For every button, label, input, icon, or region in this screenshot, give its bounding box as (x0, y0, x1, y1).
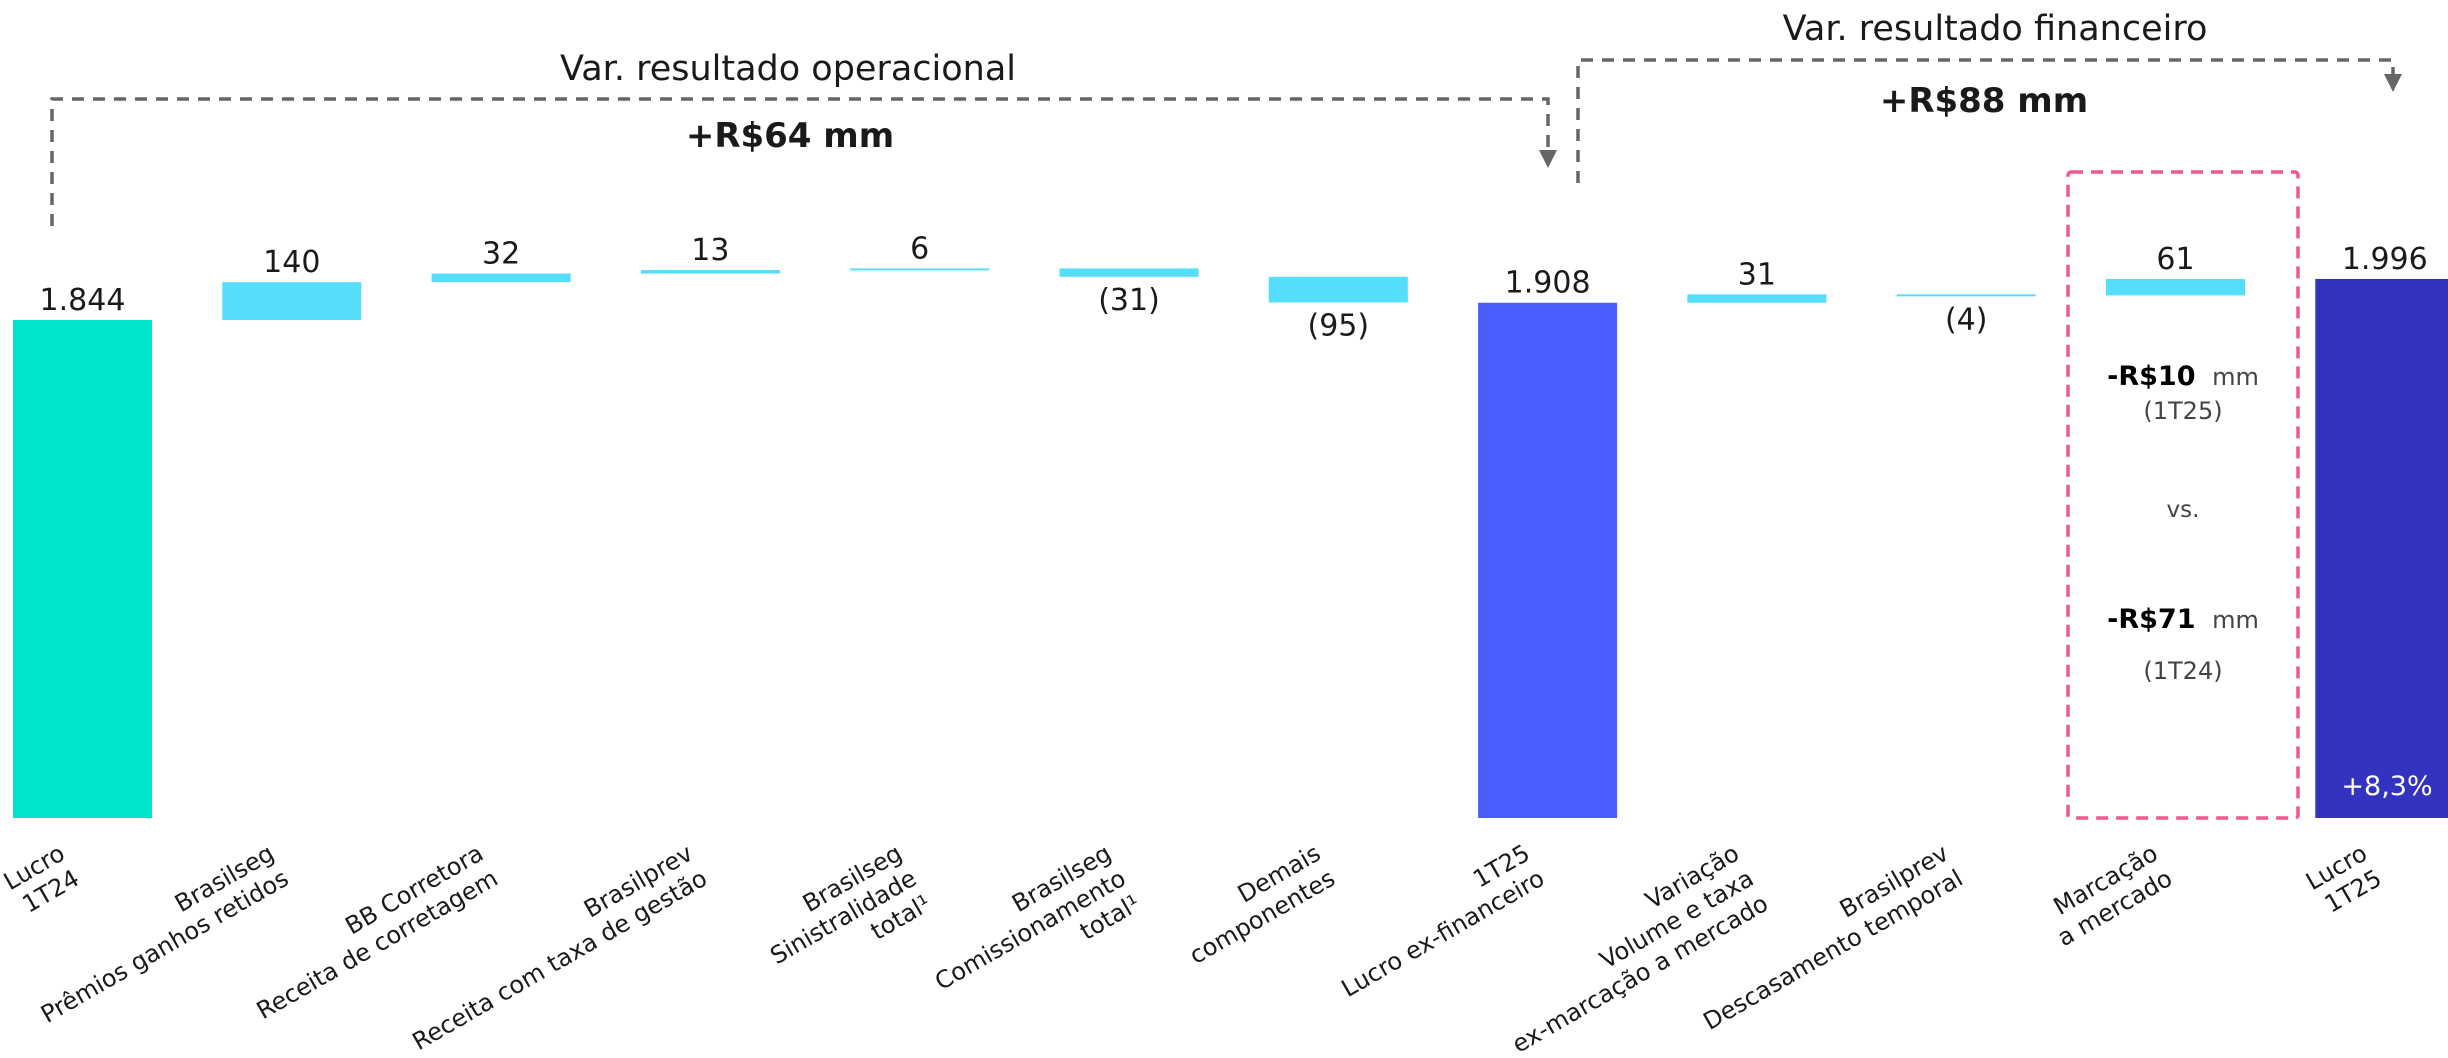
value-label-7: 1.908 (1505, 266, 1591, 301)
value-label-6: (95) (1308, 308, 1370, 343)
bracket-financial-title: Var. resultado financeiro (1783, 9, 2208, 49)
bar-6 (1268, 276, 1408, 303)
mtm-highlight-box (2066, 170, 2300, 820)
value-label-8: 31 (1738, 257, 1776, 292)
category-label-4: BrasilsegSinistralidadetotal¹ (751, 839, 936, 995)
bracket-operational-value: +R$64 mm (686, 116, 894, 156)
category-label-5: BrasilsegComissionamentototal¹ (916, 839, 1145, 1021)
category-label-line: Lucro ex-financeiro (1337, 864, 1549, 1003)
value-label-3: 13 (691, 233, 729, 268)
bar-0 (13, 320, 152, 818)
bar-2 (431, 273, 571, 283)
bar-4 (850, 268, 990, 271)
mtm-note-line2: -R$71 mm (2107, 604, 2259, 635)
bar-7 (1478, 302, 1618, 818)
category-label-11: Lucro1T25 (2301, 839, 2386, 921)
bar-5 (1059, 268, 1199, 277)
mtm-note-period-1t25: (1T25) (2143, 397, 2222, 425)
value-label-9: (4) (1945, 302, 1988, 337)
bracket-operational-line (50, 97, 1550, 226)
bracket-financial-arrow-icon (2384, 74, 2402, 92)
mtm-note-vs: vs. (2167, 497, 2200, 523)
bar-11 (2315, 278, 2448, 819)
bracket-operational: Var. resultado operacional +R$64 mm (50, 49, 1557, 226)
bracket-operational-title: Var. resultado operacional (560, 49, 1016, 89)
bar-1 (222, 282, 362, 320)
bracket-financial-line (1576, 58, 2395, 183)
bracket-financial: Var. resultado financeiro +R$88 mm (1576, 9, 2402, 183)
bars-layer (13, 268, 2448, 819)
value-label-2: 32 (482, 237, 520, 272)
mtm-note-value-1t24: -R$71 (2107, 604, 2195, 635)
category-labels-layer: Lucro1T24 BrasilsegPrêmios ganhos retidos… (0, 839, 2386, 1058)
growth-label: +8,3% (2341, 771, 2432, 802)
value-label-4: 6 (910, 231, 929, 266)
bracket-operational-arrow-icon (1539, 150, 1557, 168)
mtm-note-line1: -R$10 mm (2107, 361, 2259, 392)
value-labels-layer: 1.844 140 32 13 6 (31) (95) 1.908 31 (4) 61 1.996 (40, 231, 2428, 343)
value-label-5: (31) (1098, 283, 1160, 318)
mtm-note-period-1t24: (1T24) (2143, 657, 2222, 685)
mtm-note-value-1t25: -R$10 (2107, 361, 2195, 392)
category-label-6: Demaiscomponentes (1170, 839, 1340, 970)
category-label-0: Lucro1T24 (0, 839, 84, 921)
value-label-11: 1.996 (2342, 242, 2428, 277)
bar-3 (640, 270, 780, 274)
category-label-10: Marcaçãoa mercado (2038, 839, 2177, 952)
bracket-financial-value: +R$88 mm (1880, 81, 2088, 121)
mtm-note: -R$10 mm (1T25) vs. -R$71 mm (1T24) (2107, 361, 2259, 685)
value-label-0: 1.844 (40, 283, 126, 318)
bar-8 (1687, 294, 1827, 303)
value-label-1: 140 (263, 245, 320, 280)
mtm-note-unit-1t24: mm (2212, 606, 2259, 634)
bar-9 (1896, 294, 2036, 297)
category-label-7: 1T25Lucro ex-financeiro (1322, 839, 1549, 1003)
value-label-10: 61 (2156, 242, 2194, 277)
mtm-note-unit-1t25: mm (2212, 363, 2259, 391)
bar-10 (2106, 278, 2245, 296)
category-label-line: ex-marcação a mercado (1507, 889, 1772, 1058)
